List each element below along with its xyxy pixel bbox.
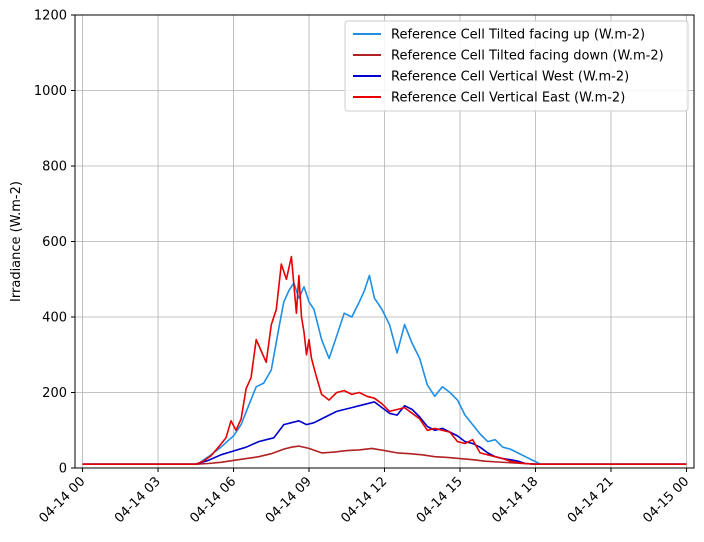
y-tick-label: 600 [42, 235, 67, 250]
y-tick-label: 1200 [34, 9, 67, 24]
legend-entry-3: Reference Cell Vertical East (W.m-2) [391, 91, 625, 106]
x-tick-label: 04-14 00 [36, 474, 88, 526]
x-tick-label: 04-14 12 [338, 474, 390, 526]
legend-entry-0: Reference Cell Tilted facing up (W.m-2) [391, 28, 645, 43]
legend-entry-1: Reference Cell Tilted facing down (W.m-2… [391, 49, 664, 64]
y-tick-label: 400 [42, 311, 67, 326]
legend: Reference Cell Tilted facing up (W.m-2) R… [345, 21, 688, 111]
y-axis: 0 200 400 600 800 1000 1200 [34, 9, 75, 477]
x-tick-label: 04-15 00 [640, 474, 692, 526]
y-tick-label: 0 [59, 462, 67, 477]
y-axis-title: Irradiance (W.m-2) [9, 181, 24, 302]
x-tick-label: 04-14 15 [414, 474, 466, 526]
x-tick-label: 04-14 03 [112, 474, 164, 526]
y-tick-label: 1000 [34, 84, 67, 99]
x-tick-label: 04-14 06 [187, 474, 239, 526]
y-tick-label: 800 [42, 160, 67, 175]
legend-entry-2: Reference Cell Vertical West (W.m-2) [391, 70, 629, 85]
x-tick-label: 04-14 21 [565, 474, 617, 526]
x-tick-label: 04-14 09 [263, 474, 315, 526]
y-tick-label: 200 [42, 386, 67, 401]
x-axis: 04-14 00 04-14 03 04-14 06 04-14 09 04-14 12… [36, 468, 692, 526]
x-tick-label: 04-14 18 [489, 474, 541, 526]
